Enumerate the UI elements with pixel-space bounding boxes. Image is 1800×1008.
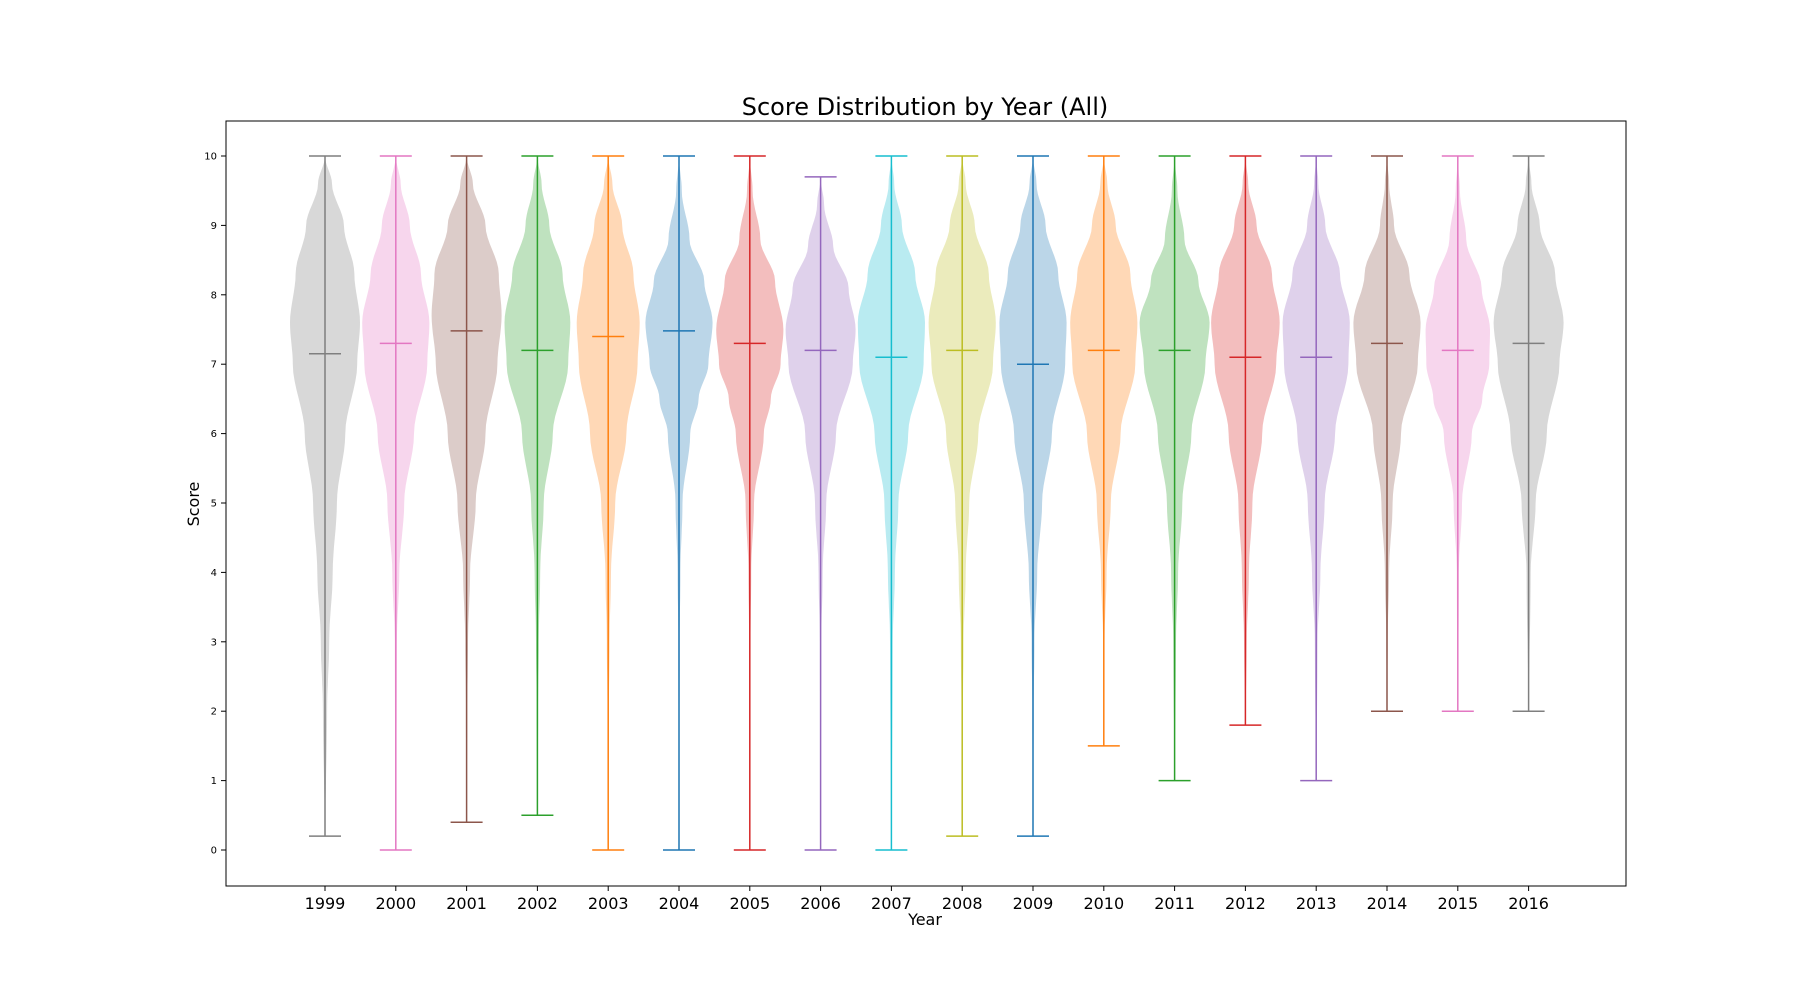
y-tick-label: 4: [211, 568, 217, 579]
x-tick-label: 2014: [1367, 894, 1408, 913]
y-tick-label: 2: [211, 707, 217, 718]
x-tick-label: 2003: [588, 894, 629, 913]
x-axis-label: Year: [907, 910, 942, 929]
x-tick-label: 1999: [305, 894, 346, 913]
y-tick-label: 6: [211, 429, 217, 440]
x-tick-label: 2013: [1296, 894, 1337, 913]
x-tick-label: 2001: [446, 894, 487, 913]
y-tick-label: 10: [204, 152, 217, 163]
y-tick-label: 0: [211, 846, 217, 857]
x-tick-label: 2011: [1154, 894, 1195, 913]
chart-title: Score Distribution by Year (All): [742, 93, 1108, 121]
y-tick-label: 3: [211, 637, 217, 648]
x-tick-label: 2012: [1225, 894, 1266, 913]
x-tick-label: 2005: [729, 894, 770, 913]
x-tick-label: 2000: [375, 894, 416, 913]
y-tick-label: 5: [211, 499, 217, 510]
x-tick-label: 2016: [1508, 894, 1549, 913]
x-tick-label: 2007: [871, 894, 912, 913]
x-tick-label: 2006: [800, 894, 841, 913]
y-tick-label: 9: [211, 221, 217, 232]
y-tick-label: 8: [211, 290, 217, 301]
x-tick-label: 2009: [1013, 894, 1054, 913]
y-tick-label: 1: [211, 776, 217, 787]
x-tick-label: 2002: [517, 894, 558, 913]
y-tick-label: 7: [211, 360, 217, 371]
x-tick-label: 2010: [1083, 894, 1124, 913]
x-tick-label: 2004: [659, 894, 700, 913]
x-tick-label: 2015: [1437, 894, 1478, 913]
y-axis-label: Score: [184, 482, 203, 527]
axes-frame: [225, 120, 1627, 887]
plot-area: 0 1 2 3 4 5 6 7 8 9 10 1999 2000 2001 2002 2003 2004 2005…: [204, 152, 1564, 913]
x-tick-label: 2008: [942, 894, 983, 913]
